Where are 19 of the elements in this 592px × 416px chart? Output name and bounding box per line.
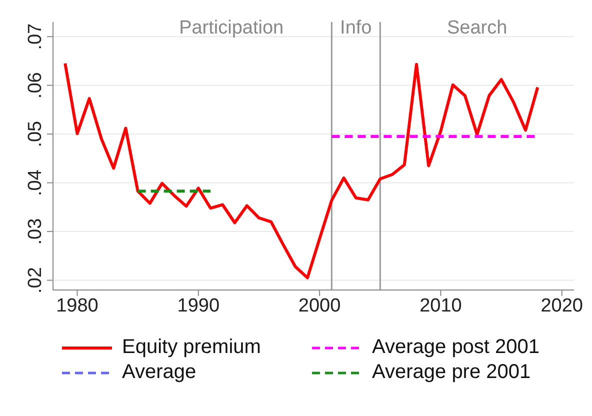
y-tick-label: .06 <box>25 72 46 99</box>
legend-label: Average pre 2001 <box>372 361 531 384</box>
y-tick-label: .02 <box>25 267 46 294</box>
annotation: Search <box>446 18 508 39</box>
annotation: Participation <box>179 18 284 39</box>
annotation: Info <box>340 18 372 39</box>
legend-label: Equity premium <box>122 336 261 359</box>
x-tick-label: 2000 <box>298 295 341 316</box>
y-tick-label: .07 <box>25 23 46 50</box>
legend-label: Average post 2001 <box>372 336 540 359</box>
line-series <box>64 62 540 280</box>
y-tick-label: .03 <box>25 218 46 245</box>
x-tick-label: 2010 <box>420 295 462 316</box>
x-tick-label: 1980 <box>56 295 98 316</box>
y-tick-label: .04 <box>25 169 46 196</box>
x-tick-label: 1990 <box>177 295 220 316</box>
y-tick-label: .05 <box>25 120 46 148</box>
x-tick-label: 2020 <box>540 295 584 316</box>
legend-label: Average <box>122 361 196 384</box>
